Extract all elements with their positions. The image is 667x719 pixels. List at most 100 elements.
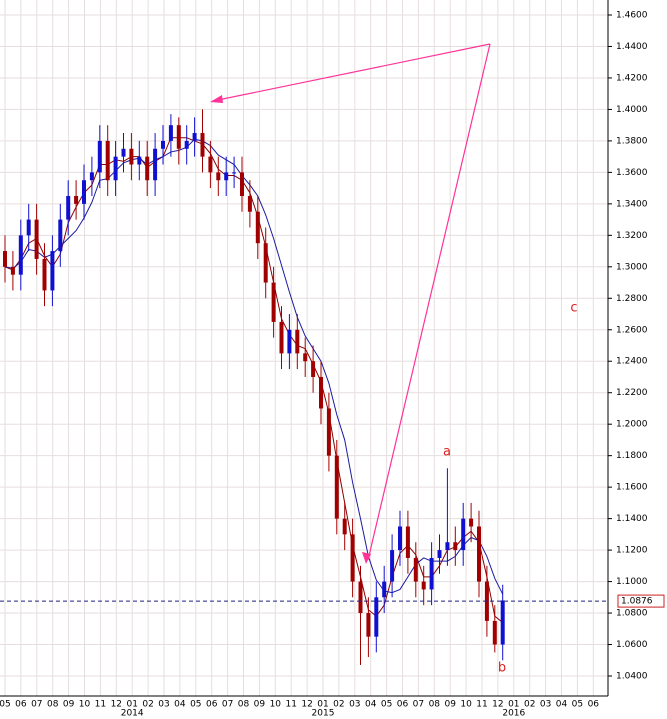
candle-body xyxy=(74,195,79,204)
x-tick-label: 07 xyxy=(31,700,42,710)
y-tick-label: 1.1800 xyxy=(616,451,648,461)
x-tick-label: 10 xyxy=(270,700,282,710)
candle-body xyxy=(366,613,371,637)
candle-body xyxy=(287,329,292,354)
x-tick-label: 12 xyxy=(492,700,503,710)
candle-body xyxy=(311,361,316,377)
candle-body xyxy=(429,557,434,590)
x-tick-label: 11 xyxy=(285,700,296,710)
y-tick-label: 1.2600 xyxy=(616,325,648,335)
year-label: 2014 xyxy=(121,709,144,719)
candle-body xyxy=(303,353,308,362)
candle-body xyxy=(3,251,7,267)
y-tick-label: 1.3000 xyxy=(616,262,648,272)
candle-body xyxy=(326,408,331,456)
candle-body xyxy=(34,219,39,259)
y-tick-label: 1.2400 xyxy=(616,357,648,367)
x-tick-label: 09 xyxy=(63,700,75,710)
candle-body xyxy=(279,321,284,354)
moving-average xyxy=(4,138,504,595)
x-tick-label: 01 xyxy=(508,700,519,710)
x-tick-label: 07 xyxy=(413,700,424,710)
annotation: c xyxy=(570,301,577,316)
candle-body xyxy=(113,156,118,181)
arrowhead xyxy=(210,95,223,103)
x-tick-label: 08 xyxy=(238,700,250,710)
y-tick-label: 1.1600 xyxy=(616,483,648,493)
y-tick-label: 1.1200 xyxy=(616,546,648,556)
annotation: a xyxy=(443,445,451,460)
year-label: 2016 xyxy=(502,709,525,719)
candle-body xyxy=(382,581,387,598)
candle-body xyxy=(58,219,63,252)
x-tick-label: 11 xyxy=(476,700,487,710)
x-tick-label: 12 xyxy=(301,700,312,710)
candle-body xyxy=(350,534,355,582)
x-tick-label: 05 xyxy=(190,700,201,710)
candle-body xyxy=(390,550,395,582)
x-tick-label: 05 xyxy=(572,700,583,710)
candle-body xyxy=(421,581,426,590)
y-tick-label: 1.2800 xyxy=(616,294,648,304)
candle-body xyxy=(461,518,466,551)
candle-body xyxy=(398,526,402,551)
y-tick-label: 1.0600 xyxy=(616,640,648,650)
candle-body xyxy=(105,140,110,181)
arrow xyxy=(367,43,491,561)
x-tick-label: 09 xyxy=(254,700,266,710)
x-tick-label: 01 xyxy=(317,700,328,710)
candle-body xyxy=(42,258,47,291)
x-tick-label: 03 xyxy=(540,700,551,710)
x-tick-label: 10 xyxy=(460,700,472,710)
y-tick-label: 1.0400 xyxy=(616,672,648,682)
candle-body xyxy=(469,518,474,527)
candle-body xyxy=(224,172,229,181)
x-tick-label: 03 xyxy=(349,700,360,710)
candle-body xyxy=(295,329,300,354)
y-tick-label: 1.0800 xyxy=(616,609,648,619)
candle-body xyxy=(437,550,442,558)
y-tick-label: 1.4000 xyxy=(616,105,648,115)
candle-body xyxy=(176,125,181,149)
candle-body xyxy=(26,219,31,236)
price-box xyxy=(617,594,665,608)
candle-body xyxy=(358,581,363,614)
x-tick-label: 02 xyxy=(142,700,153,710)
y-tick-label: 1.4400 xyxy=(616,42,648,52)
candle-body xyxy=(50,251,55,291)
candle-body xyxy=(492,620,497,645)
x-tick-label: 06 xyxy=(206,700,218,710)
x-tick-label: 04 xyxy=(365,700,377,710)
candle-body xyxy=(66,195,71,220)
candle-body xyxy=(153,148,158,181)
candle-body xyxy=(18,235,23,275)
candle-body xyxy=(319,376,323,409)
marks xyxy=(3,109,505,665)
x-tick-label: 05 xyxy=(0,700,11,710)
candle-body xyxy=(129,148,134,165)
y-tick-label: 1.3400 xyxy=(616,199,648,209)
x-tick-label: 07 xyxy=(222,700,233,710)
y-tick-label: 1.2000 xyxy=(616,420,648,430)
x-tick-label: 10 xyxy=(79,700,91,710)
candle-body xyxy=(137,156,142,165)
y-tick-label: 1.1400 xyxy=(616,514,648,524)
y-tick-label: 1.2200 xyxy=(616,388,648,398)
x-tick-label: 02 xyxy=(333,700,344,710)
y-tick-label: 1.4600 xyxy=(616,11,648,21)
year-label: 2015 xyxy=(312,709,335,719)
arrow xyxy=(212,43,491,102)
grid xyxy=(0,0,608,696)
candle-body xyxy=(10,266,15,275)
x-tick-label: 02 xyxy=(524,700,535,710)
price-label: 1.0876 xyxy=(621,597,653,607)
candle-body xyxy=(82,180,86,204)
x-tick-label: 08 xyxy=(47,700,59,710)
candle-body xyxy=(255,211,260,244)
candle-body xyxy=(232,172,237,174)
candle-body xyxy=(413,557,418,582)
x-tick-label: 01 xyxy=(126,700,137,710)
candle-body xyxy=(500,600,505,645)
candle-body xyxy=(247,195,252,212)
